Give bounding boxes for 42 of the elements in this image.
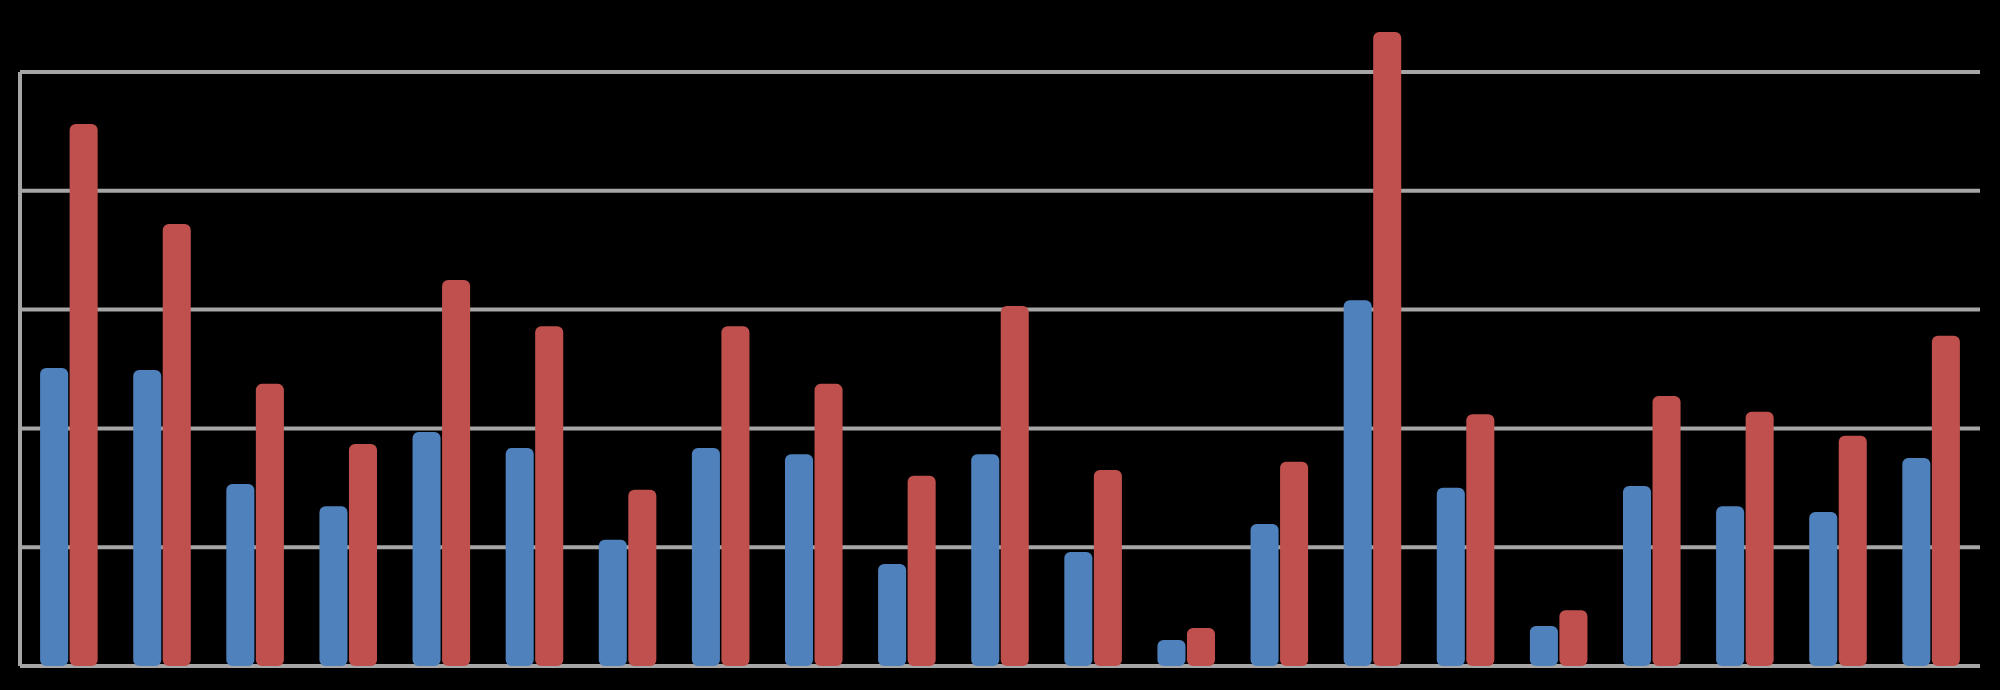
bar [907,475,936,666]
bar [1000,305,1029,666]
bar [69,123,98,666]
bar [348,444,377,666]
bar [1436,487,1465,666]
bar [1343,300,1372,666]
bar [1559,610,1588,666]
bar [1652,395,1681,666]
bar [1157,640,1186,666]
bar [255,383,284,666]
bar [319,506,348,666]
bar [721,326,750,666]
bar [971,454,1000,666]
bar [1902,458,1931,666]
bar [878,563,907,666]
bar [1373,32,1402,666]
bar [814,383,843,666]
bar [1186,627,1216,666]
bar [1280,461,1309,666]
bar [1623,485,1652,666]
bar [1931,335,1960,666]
bar [1745,411,1774,666]
bar [505,447,534,666]
bar [1064,551,1093,666]
bar [1250,523,1279,666]
bar [1716,506,1745,666]
bar [691,447,720,666]
bar [162,224,191,666]
bar [1838,435,1867,666]
bar [628,489,657,666]
bar [784,454,814,666]
bar [1529,626,1558,666]
bar [133,369,162,666]
bar [412,432,441,666]
bar [442,279,471,666]
bar [40,368,69,666]
bar [598,539,627,666]
bar [535,326,564,666]
bar [1466,414,1495,666]
bar [1093,470,1122,666]
bar [1809,511,1838,666]
bar [226,484,255,666]
